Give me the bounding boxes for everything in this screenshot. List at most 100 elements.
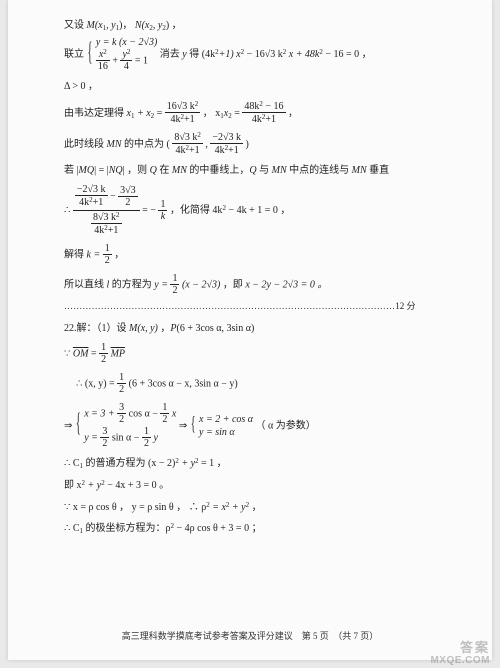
- txt: 22.解：（1）设: [64, 323, 129, 334]
- var: NQ: [109, 165, 123, 176]
- fraction: 16√3 k24k2+1: [165, 101, 201, 126]
- num: 3: [100, 426, 109, 438]
- txt: 由韦达定理得: [64, 108, 127, 119]
- case-row-1: y = k (x − 2√3): [96, 37, 157, 48]
- den: 4: [120, 61, 132, 73]
- watermark-cn: 答案: [460, 640, 490, 655]
- fraction: 48k2 − 164k2+1: [242, 101, 285, 126]
- txt: + y: [179, 458, 195, 469]
- txt: Δ > 0 ，: [64, 81, 98, 92]
- den: 2: [142, 438, 151, 450]
- fraction: 8√3 k24k2+1: [172, 132, 203, 157]
- txt: ，: [158, 323, 171, 334]
- sup: 2: [116, 211, 120, 219]
- var: k =: [87, 250, 103, 261]
- fraction: −2√3 k4k2+1: [210, 132, 243, 157]
- fraction: 12: [103, 243, 112, 267]
- eq: =: [88, 349, 99, 360]
- txt: 联立: [64, 49, 84, 60]
- line-expanded: 即 x2 + y2 − 4x + 3 = 0 。: [64, 478, 444, 494]
- txt: − 16√3 k: [244, 49, 283, 60]
- line-big-fraction: ∴ −2√3 k4k2+1 − 3√32 8√3 k24k2+1 = − 1k …: [64, 184, 444, 237]
- txt: (6 + 3cos α − x, 3sin α − y): [129, 379, 238, 390]
- cases-right: x = 2 + cos α y = sin α: [199, 413, 253, 440]
- den: +1: [184, 114, 195, 125]
- den: 2: [117, 384, 126, 396]
- den: 2: [103, 255, 112, 267]
- arrow-icon: ⇒: [64, 421, 75, 432]
- txt: ，化简得 4k: [170, 205, 223, 216]
- left-brace-icon: {: [88, 42, 93, 68]
- txt: 消去: [160, 49, 183, 60]
- num: 16√3 k: [167, 101, 195, 112]
- content-block: 又设 M(x1, y1)， N(x2, y2) ， 联立 { y = k (x …: [64, 18, 444, 539]
- line-system: 联立 { y = k (x − 2√3) x216 + y24 = 1 消去 y…: [64, 36, 444, 74]
- num: 3√3: [118, 185, 138, 197]
- txt: = 1 ，: [199, 458, 227, 469]
- den: k: [158, 211, 167, 223]
- var: MQ: [79, 165, 95, 176]
- txt: − 4x + 3 = 0 。: [105, 480, 169, 491]
- txt: cos α −: [129, 409, 161, 420]
- den: +1: [189, 145, 200, 156]
- big-fraction: −2√3 k4k2+1 − 3√32 8√3 k24k2+1: [73, 184, 140, 237]
- txt: (6 + 3cos α, 3sin α): [177, 323, 255, 334]
- txt: 与: [257, 165, 272, 176]
- txt: ，即: [220, 280, 245, 291]
- txt: ∴ C: [64, 523, 80, 534]
- txt: , y: [106, 20, 115, 31]
- line-dots-12: ………………………………………………………………………………………………12 分: [64, 299, 444, 315]
- num: − 16: [263, 101, 284, 112]
- line-q22-setup: 22.解：（1）设 M(x, y) ，P(6 + 3cos α, 3sin α): [64, 321, 444, 337]
- num: 1: [170, 273, 179, 285]
- txt: (x: [95, 20, 103, 31]
- txt: − 16 = 0 ，: [323, 49, 372, 60]
- num: −2√3 k: [210, 132, 243, 144]
- txt: ， x: [203, 108, 221, 119]
- txt: + y: [85, 480, 101, 491]
- fraction: 1k: [158, 199, 167, 223]
- case-row: y = sin α: [199, 427, 235, 438]
- txt: 中点的连线与: [287, 165, 352, 176]
- var-M: M: [87, 20, 95, 31]
- watermark-en: MXQE.COM: [430, 655, 490, 666]
- minus: −: [110, 191, 118, 202]
- txt: ∴ (x, y) =: [76, 379, 117, 390]
- txt: 在: [157, 165, 172, 176]
- den: 2: [100, 438, 109, 450]
- fraction: 12: [170, 273, 179, 297]
- txt: (x, y): [137, 323, 158, 334]
- num: 1: [142, 426, 151, 438]
- dots: ………………………………………………………………………………………………: [64, 301, 395, 311]
- line-vector: ∵ OM = 12 MP: [64, 342, 444, 366]
- var-N: N: [135, 20, 142, 31]
- txt: 此时线段: [64, 139, 107, 150]
- line-implication: ⇒ { x = 3 + 32 cos α − 12 x y = 32 sin α…: [64, 402, 444, 450]
- txt: (4k: [202, 49, 215, 60]
- case-row: x = 2 + cos α: [199, 414, 253, 425]
- left-brace-icon: {: [191, 416, 196, 436]
- fraction: 12: [99, 342, 108, 366]
- txt: (x − 2√3): [182, 280, 220, 291]
- den: 4k: [252, 114, 262, 125]
- den: +1: [108, 225, 119, 236]
- txt: + y: [229, 502, 245, 513]
- txt: | ，则: [123, 165, 150, 176]
- var: Q: [150, 165, 157, 176]
- num: 8√3 k: [93, 212, 116, 223]
- therefore: ∴: [64, 205, 73, 216]
- txt: − 4k + 1 = 0 ，: [226, 205, 290, 216]
- num: 1: [117, 372, 126, 384]
- txt: x − 2y − 2√3 = 0 。: [245, 280, 327, 291]
- txt: ，: [114, 250, 124, 261]
- txt: y: [153, 433, 157, 444]
- den: +1: [228, 145, 239, 156]
- num: 1: [103, 243, 112, 255]
- den: 4k: [79, 197, 89, 208]
- vec-MP: MP: [111, 349, 125, 360]
- case-row-2: x216 + y24 = 1: [96, 49, 157, 73]
- line-solve-k: 解得 k = 12 ，: [64, 243, 444, 267]
- txt: ，: [288, 108, 298, 119]
- txt: , y: [153, 20, 162, 31]
- txt: 即 x: [64, 480, 82, 491]
